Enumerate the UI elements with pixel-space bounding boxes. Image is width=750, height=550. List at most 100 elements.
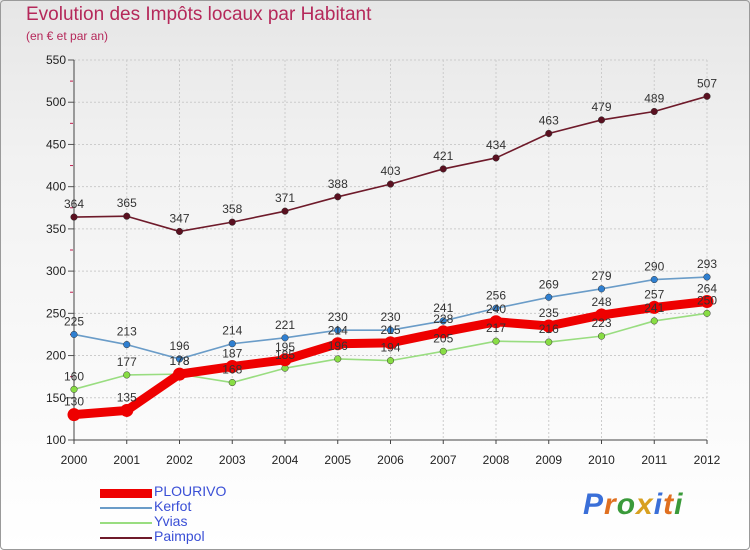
- point-plourivo-2003: [225, 360, 239, 374]
- x-tick-label-2008: 2008: [483, 453, 510, 467]
- data-label-plourivo-2006: 215: [380, 323, 400, 337]
- point-paimpol-2007: [439, 165, 447, 173]
- data-label-kerfot-2005: 230: [328, 310, 348, 324]
- y-tick-label-400: 400: [46, 180, 66, 194]
- point-yvias-2009: [545, 338, 553, 346]
- data-label-kerfot-2009: 269: [539, 277, 559, 291]
- point-yvias-2001: [123, 371, 131, 379]
- brand-letter: o: [616, 488, 637, 521]
- brand-letter: r: [604, 488, 617, 521]
- data-label-yvias-2007: 205: [433, 331, 453, 345]
- data-label-kerfot-2004: 221: [275, 318, 295, 332]
- point-plourivo-2011: [647, 300, 661, 314]
- brand-logo: Proxiti: [583, 488, 683, 522]
- data-label-kerfot-2000: 225: [64, 314, 84, 328]
- data-label-kerfot-2002: 196: [169, 339, 189, 353]
- point-plourivo-2008: [489, 315, 503, 329]
- point-yvias-2003: [228, 379, 236, 387]
- point-yvias-2011: [650, 317, 658, 325]
- point-plourivo-2010: [595, 308, 608, 322]
- brand-letter: i: [674, 488, 684, 521]
- data-label-plourivo-2000: 130: [64, 395, 84, 409]
- data-label-yvias-2008: 217: [486, 321, 506, 335]
- legend-label-plourivo: PLOURIVO: [154, 483, 227, 499]
- point-yvias-2000: [70, 385, 78, 393]
- point-plourivo-2009: [542, 319, 556, 333]
- brand-letter: x: [636, 488, 654, 521]
- point-plourivo-2004: [278, 353, 292, 367]
- x-tick-label-2002: 2002: [166, 453, 193, 467]
- point-kerfot-2005: [334, 326, 342, 334]
- point-kerfot-2001: [123, 341, 131, 349]
- data-label-yvias-2003: 168: [222, 363, 242, 377]
- data-label-kerfot-2010: 279: [591, 269, 611, 283]
- x-tick-label-2007: 2007: [430, 453, 457, 467]
- legend-label-paimpol: Paimpol: [154, 528, 205, 544]
- point-yvias-2012: [703, 309, 711, 317]
- data-label-kerfot-2001: 213: [117, 325, 137, 339]
- point-plourivo-2005: [331, 337, 345, 351]
- data-label-kerfot-2012: 293: [697, 257, 717, 271]
- legend-label-kerfot: Kerfot: [154, 498, 192, 514]
- data-label-yvias-2011: 241: [644, 301, 664, 315]
- data-label-plourivo-2007: 228: [433, 312, 453, 326]
- point-kerfot-2007: [439, 317, 447, 325]
- x-tick-label-2003: 2003: [219, 453, 246, 467]
- point-paimpol-2005: [334, 193, 342, 201]
- point-paimpol-2010: [597, 116, 606, 124]
- data-label-yvias-2002: 178: [169, 354, 189, 368]
- x-tick-label-2012: 2012: [694, 453, 721, 467]
- data-label-paimpol-2006: 403: [380, 164, 400, 178]
- point-plourivo-2000: [67, 408, 81, 422]
- data-label-paimpol-2012: 507: [697, 76, 717, 90]
- data-label-paimpol-2007: 421: [433, 149, 453, 163]
- data-label-paimpol-2011: 489: [644, 92, 664, 106]
- y-tick-label-350: 350: [46, 222, 66, 236]
- data-label-yvias-2004: 185: [275, 348, 295, 362]
- brand-letter: P: [583, 488, 605, 521]
- point-yvias-2006: [386, 357, 395, 365]
- point-kerfot-2008: [492, 304, 500, 312]
- data-label-paimpol-2003: 358: [222, 202, 242, 216]
- data-label-kerfot-2008: 256: [486, 288, 506, 302]
- point-kerfot-2009: [545, 293, 553, 301]
- data-label-paimpol-2000: 364: [64, 197, 84, 211]
- x-tick-label-2001: 2001: [113, 453, 140, 467]
- data-label-kerfot-2006: 230: [380, 310, 400, 324]
- data-label-paimpol-2001: 365: [117, 196, 137, 210]
- legend-swatch-paimpol: [100, 537, 152, 539]
- point-plourivo-2006: [384, 336, 397, 350]
- point-paimpol-2000: [70, 213, 78, 221]
- point-yvias-2010: [597, 332, 606, 340]
- data-label-plourivo-2004: 195: [275, 340, 295, 354]
- point-paimpol-2009: [545, 129, 553, 138]
- data-label-yvias-2005: 196: [328, 339, 348, 353]
- point-paimpol-2011: [650, 107, 658, 116]
- point-paimpol-2012: [703, 92, 711, 100]
- point-plourivo-2007: [436, 325, 450, 339]
- data-label-paimpol-2002: 347: [169, 211, 189, 225]
- point-plourivo-2012: [700, 295, 714, 309]
- point-kerfot-2010: [597, 285, 606, 293]
- data-label-yvias-2001: 177: [117, 355, 137, 369]
- data-label-plourivo-2001: 135: [117, 390, 137, 404]
- data-label-plourivo-2008: 240: [486, 302, 506, 316]
- y-tick-label-100: 100: [46, 433, 66, 447]
- point-plourivo-2002: [173, 367, 186, 381]
- x-tick-label-2010: 2010: [588, 453, 615, 467]
- y-tick-label-150: 150: [46, 391, 66, 405]
- data-label-plourivo-2011: 257: [644, 287, 664, 301]
- point-yvias-2008: [492, 337, 500, 345]
- y-tick-label-300: 300: [46, 264, 66, 278]
- data-label-plourivo-2012: 264: [697, 282, 717, 296]
- data-label-paimpol-2005: 388: [328, 177, 348, 191]
- point-kerfot-2003: [228, 340, 236, 348]
- point-kerfot-2004: [281, 334, 289, 342]
- data-label-paimpol-2004: 371: [275, 191, 295, 205]
- data-label-kerfot-2011: 290: [644, 260, 664, 274]
- legend-label-yvias: Yvias: [154, 513, 188, 529]
- data-label-kerfot-2003: 214: [222, 324, 242, 338]
- data-label-paimpol-2009: 463: [539, 113, 559, 127]
- x-tick-label-2011: 2011: [641, 453, 667, 467]
